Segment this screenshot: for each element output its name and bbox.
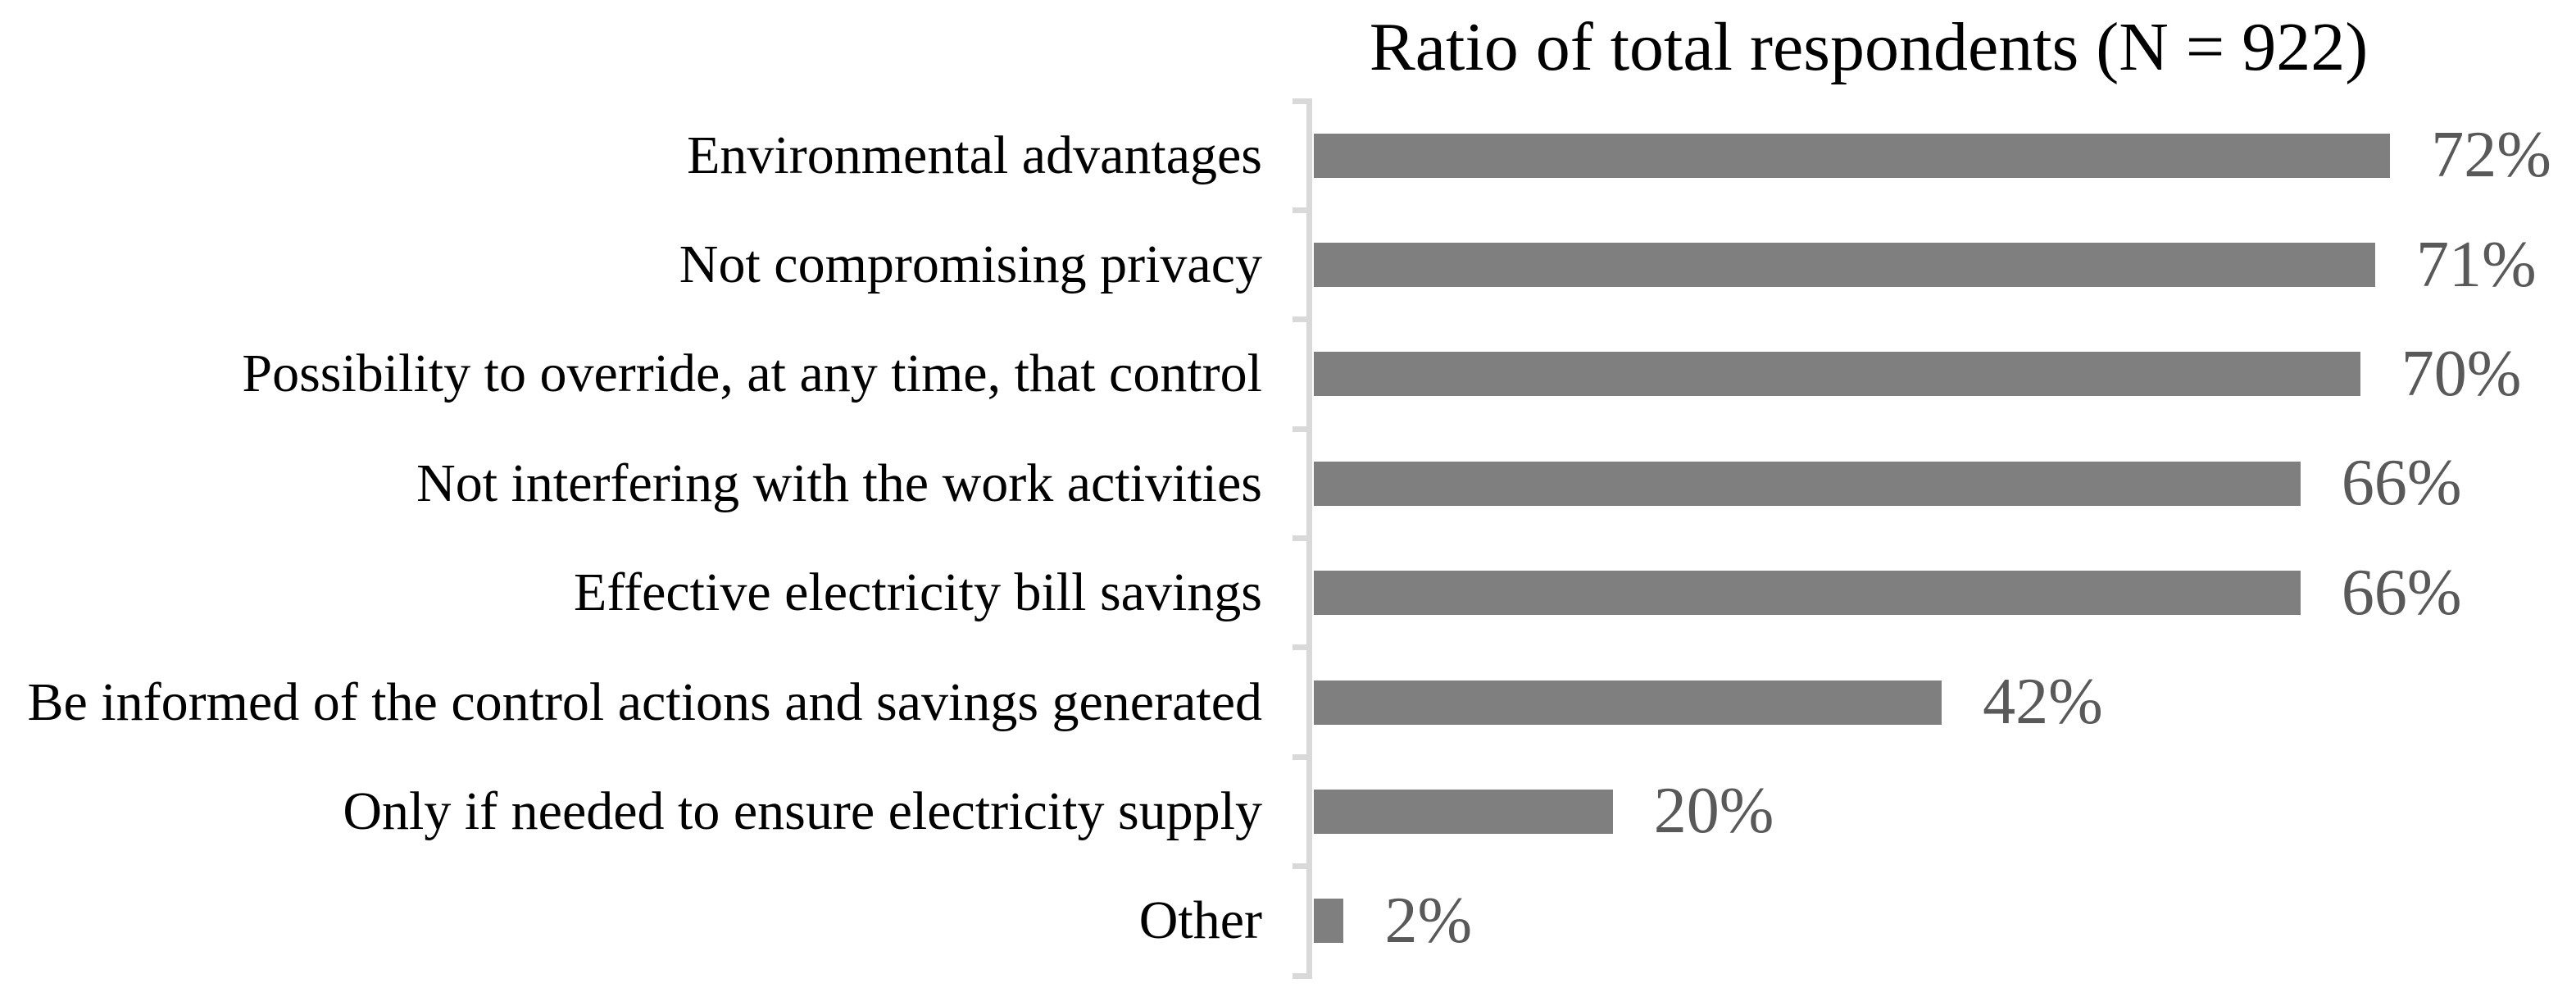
axis-tick: [1293, 644, 1312, 651]
bar: [1314, 352, 2360, 397]
chart-row: Be informed of the control actions and s…: [0, 648, 2576, 757]
value-label: 70%: [2401, 337, 2522, 410]
value-label: 72%: [2431, 119, 2551, 192]
axis-tick: [1293, 535, 1312, 541]
bar: [1314, 789, 1613, 834]
category-label: Environmental advantages: [687, 125, 1262, 185]
chart-row: Environmental advantages 72%: [0, 101, 2576, 210]
category-label: Only if needed to ensure electricity sup…: [343, 781, 1262, 841]
bar: [1314, 571, 2301, 616]
value-label: 66%: [2341, 447, 2462, 520]
value-label: 66%: [2341, 556, 2462, 629]
chart-row: Other 2%: [0, 867, 2576, 976]
axis-tick: [1293, 426, 1312, 432]
value-label: 2%: [1384, 884, 1473, 957]
chart-title: Ratio of total respondents (N = 922): [1369, 9, 2369, 85]
axis-tick: [1293, 207, 1312, 213]
value-label: 71%: [2416, 228, 2537, 301]
bar: [1314, 899, 1344, 944]
category-label: Other: [1138, 890, 1262, 951]
chart-row: Not compromising privacy 71%: [0, 210, 2576, 319]
bar: [1314, 461, 2301, 506]
category-label: Be informed of the control actions and s…: [27, 671, 1262, 732]
bar: [1314, 243, 2376, 288]
axis-tick: [1293, 972, 1312, 979]
chart-row: Possibility to override, at any time, th…: [0, 320, 2576, 429]
axis-tick: [1293, 98, 1312, 104]
chart-row: Only if needed to ensure electricity sup…: [0, 757, 2576, 866]
chart-row: Effective electricity bill savings 66%: [0, 539, 2576, 648]
axis-tick: [1293, 316, 1312, 323]
category-label: Possibility to override, at any time, th…: [242, 344, 1262, 404]
axis-tick: [1293, 753, 1312, 760]
category-label: Not compromising privacy: [679, 234, 1262, 295]
value-label: 42%: [1983, 666, 2103, 739]
chart-row: Not interfering with the work activities…: [0, 429, 2576, 538]
bar: [1314, 680, 1942, 725]
category-label: Not interfering with the work activities: [416, 453, 1262, 513]
value-label: 20%: [1653, 775, 1774, 848]
axis-tick: [1293, 863, 1312, 870]
category-label: Effective electricity bill savings: [574, 562, 1262, 623]
bar: [1314, 133, 2391, 178]
